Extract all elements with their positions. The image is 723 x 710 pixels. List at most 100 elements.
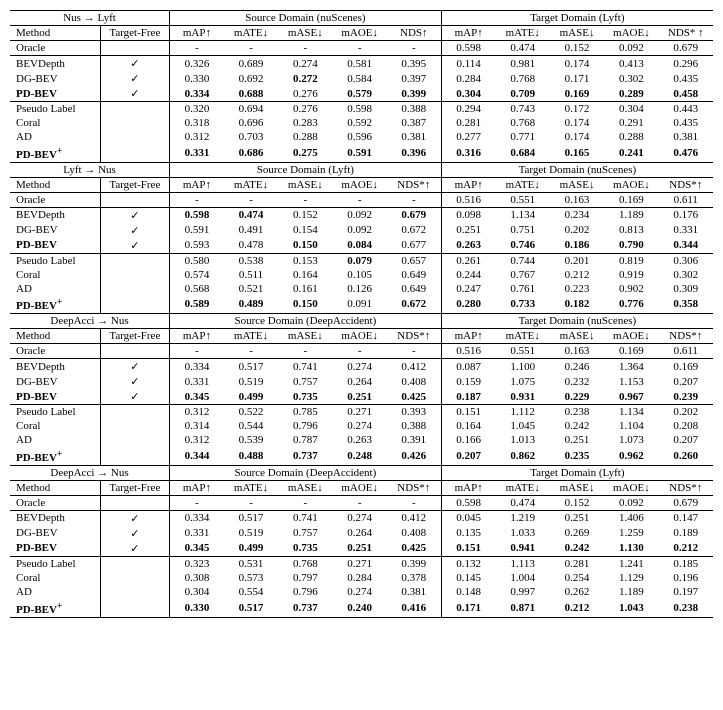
src-val: 0.308 [170,571,224,585]
tf-cell: ✓ [100,86,169,102]
src-val: 0.741 [278,359,332,375]
col-src-1: mATE↓ [224,480,278,495]
method-cell: Coral [10,571,100,585]
source-domain-header: Source Domain (nuScenes) [170,11,442,26]
src-val: 0.276 [278,86,332,102]
block-title: DeepAcci → Nus [10,314,170,329]
col-method: Method [10,480,100,495]
tf-cell: ✓ [100,207,169,223]
tgt-val: 0.761 [496,282,550,296]
tgt-val: 0.251 [550,510,604,526]
tgt-val: 1.130 [604,541,658,557]
src-val: 0.517 [224,510,278,526]
method-cell: PD-BEV [10,86,100,102]
col-target-free: Target-Free [100,26,169,41]
tgt-val: 0.435 [659,71,713,86]
oracle-src-1: - [224,41,278,56]
src-val: 0.393 [387,405,441,420]
tgt-val: 1.100 [496,359,550,375]
tgt-val: 0.164 [441,419,495,433]
src-val: 0.312 [170,405,224,420]
oracle-src-0: - [170,41,224,56]
src-val: 0.330 [170,71,224,86]
tgt-val: 0.132 [441,556,495,571]
src-val: 0.274 [333,510,387,526]
src-val: 0.517 [224,599,278,617]
src-val: 0.474 [224,207,278,223]
src-val: 0.592 [333,116,387,130]
tgt-val: 0.185 [659,556,713,571]
oracle-tgt-2: 0.163 [550,344,604,359]
col-src-2: mASE↓ [278,177,332,192]
method-cell: PD-BEV [10,238,100,254]
oracle-tgt-3: 0.169 [604,344,658,359]
tgt-val: 0.743 [496,102,550,117]
method-cell: BEVDepth [10,56,100,72]
src-val: 0.787 [278,433,332,447]
tgt-val: 0.212 [550,268,604,282]
src-val: 0.735 [278,389,332,405]
src-val: 0.426 [387,447,441,465]
source-domain-header: Source Domain (DeepAccident) [170,314,442,329]
tgt-val: 0.413 [604,56,658,72]
tgt-val: 0.254 [550,571,604,585]
oracle-tgt-4: 0.679 [659,495,713,510]
tgt-val: 0.238 [659,599,713,617]
tgt-val: 0.260 [659,447,713,465]
tgt-val: 0.247 [441,282,495,296]
tgt-val: 0.289 [604,86,658,102]
tf-cell [100,433,169,447]
tgt-val: 0.684 [496,144,550,162]
oracle-src-1: - [224,495,278,510]
tgt-val: 1.075 [496,374,550,389]
src-val: 0.694 [224,102,278,117]
oracle-tgt-2: 0.163 [550,192,604,207]
src-val: 0.331 [170,144,224,162]
src-val: 0.388 [387,419,441,433]
src-val: 0.248 [333,447,387,465]
tgt-val: 0.182 [550,296,604,314]
col-src-4: NDS*↑ [387,480,441,495]
tgt-val: 0.145 [441,571,495,585]
tf-cell [100,282,169,296]
tgt-val: 0.862 [496,447,550,465]
src-val: 0.084 [333,238,387,254]
tf-cell [100,447,169,465]
col-src-3: mAOE↓ [333,329,387,344]
col-tgt-2: mASE↓ [550,329,604,344]
tgt-val: 0.331 [659,223,713,238]
tgt-val: 0.997 [496,585,550,599]
oracle-method: Oracle [10,41,100,56]
tgt-val: 0.281 [550,556,604,571]
col-src-1: mATE↓ [224,177,278,192]
tgt-val: 0.709 [496,86,550,102]
src-val: 0.657 [387,253,441,268]
src-val: 0.554 [224,585,278,599]
src-val: 0.521 [224,282,278,296]
src-val: 0.092 [333,207,387,223]
src-val: 0.596 [333,130,387,144]
src-val: 0.275 [278,144,332,162]
oracle-src-0: - [170,192,224,207]
src-val: 0.161 [278,282,332,296]
tgt-val: 0.304 [441,86,495,102]
src-val: 0.318 [170,116,224,130]
tgt-val: 0.169 [550,86,604,102]
tgt-val: 0.962 [604,447,658,465]
src-val: 0.519 [224,374,278,389]
method-cell: AD [10,433,100,447]
tgt-val: 0.358 [659,296,713,314]
src-val: 0.345 [170,541,224,557]
tgt-val: 0.931 [496,389,550,405]
method-cell: Pseudo Label [10,556,100,571]
col-src-1: mATE↓ [224,329,278,344]
src-val: 0.264 [333,526,387,541]
tgt-val: 0.207 [441,447,495,465]
oracle-src-2: - [278,192,332,207]
tgt-val: 1.129 [604,571,658,585]
oracle-method: Oracle [10,495,100,510]
tf-cell [100,599,169,617]
src-val: 0.568 [170,282,224,296]
oracle-tgt-2: 0.152 [550,495,604,510]
tgt-val: 0.344 [659,238,713,254]
